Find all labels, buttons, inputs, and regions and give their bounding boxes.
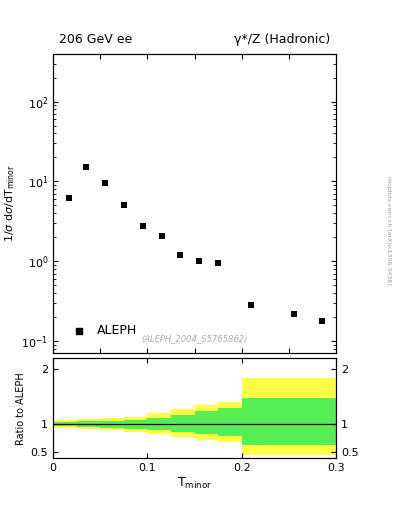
- Text: mcplots.cern.ch [arXiv:1306.3436]: mcplots.cern.ch [arXiv:1306.3436]: [386, 176, 391, 285]
- Y-axis label: Ratio to ALEPH: Ratio to ALEPH: [17, 372, 26, 445]
- Text: (ALEPH_2004_S5765862): (ALEPH_2004_S5765862): [141, 334, 248, 343]
- Y-axis label: 1/$\sigma$ d$\sigma$/dT$_{\rm minor}$: 1/$\sigma$ d$\sigma$/dT$_{\rm minor}$: [3, 164, 17, 243]
- Point: [66, 194, 72, 202]
- Point: [158, 231, 165, 240]
- Point: [83, 163, 89, 172]
- Point: [140, 222, 146, 230]
- Point: [290, 310, 297, 318]
- Point: [215, 259, 221, 267]
- Point: [121, 201, 127, 209]
- Point: [319, 316, 325, 325]
- Text: ALEPH: ALEPH: [96, 324, 137, 337]
- X-axis label: T$_{\rm minor}$: T$_{\rm minor}$: [177, 476, 212, 491]
- Point: [248, 301, 254, 309]
- Point: [177, 251, 184, 259]
- Text: 206 GeV ee: 206 GeV ee: [59, 33, 132, 46]
- Text: γ*/Z (Hadronic): γ*/Z (Hadronic): [234, 33, 331, 46]
- Point: [76, 327, 83, 335]
- Point: [102, 179, 108, 187]
- Point: [196, 257, 202, 265]
